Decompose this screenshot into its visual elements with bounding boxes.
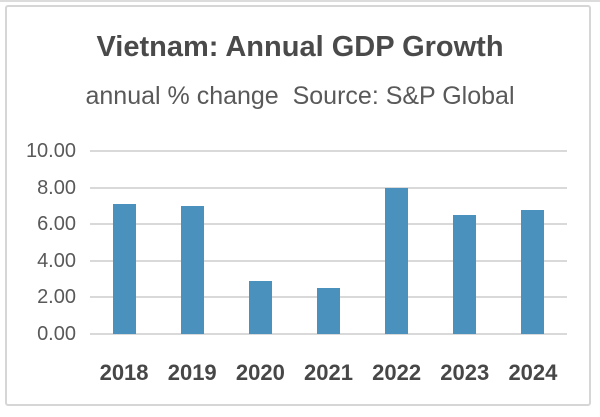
bar-2022 (385, 187, 409, 334)
gridline (90, 333, 567, 335)
gridline (90, 223, 567, 226)
gridline (90, 150, 567, 152)
x-tick-label: 2022 (372, 360, 422, 385)
window-top-edge (0, 0, 600, 2)
y-tick-label: 4.00 (37, 249, 76, 272)
x-tick-label: 2023 (440, 360, 490, 385)
chart-frame (5, 5, 591, 406)
bar-2023 (453, 215, 477, 334)
bar-2024 (521, 209, 545, 334)
gridline (90, 186, 567, 189)
x-tick-label: 2024 (508, 360, 558, 385)
y-tick-label: 0.00 (37, 323, 76, 345)
chart-title: Vietnam: Annual GDP Growth (96, 31, 504, 63)
gridline (90, 259, 567, 262)
chart-subtitle: annual % change Source: S&P Global (85, 82, 515, 110)
bar-2019 (180, 205, 204, 334)
x-tick-label: 2018 (99, 360, 149, 385)
x-tick-label: 2021 (304, 360, 353, 385)
plot-area (90, 150, 567, 335)
x-tick-label: 2020 (235, 360, 285, 385)
bar-2021 (317, 288, 340, 334)
y-tick-label: 8.00 (37, 176, 76, 199)
x-tick-label: 2019 (167, 360, 217, 385)
bar-2018 (112, 204, 136, 334)
y-tick-label: 2.00 (37, 286, 76, 309)
y-tick-label: 6.00 (37, 213, 76, 236)
bar-2020 (248, 280, 272, 334)
y-tick-label: 10.00 (25, 140, 76, 162)
